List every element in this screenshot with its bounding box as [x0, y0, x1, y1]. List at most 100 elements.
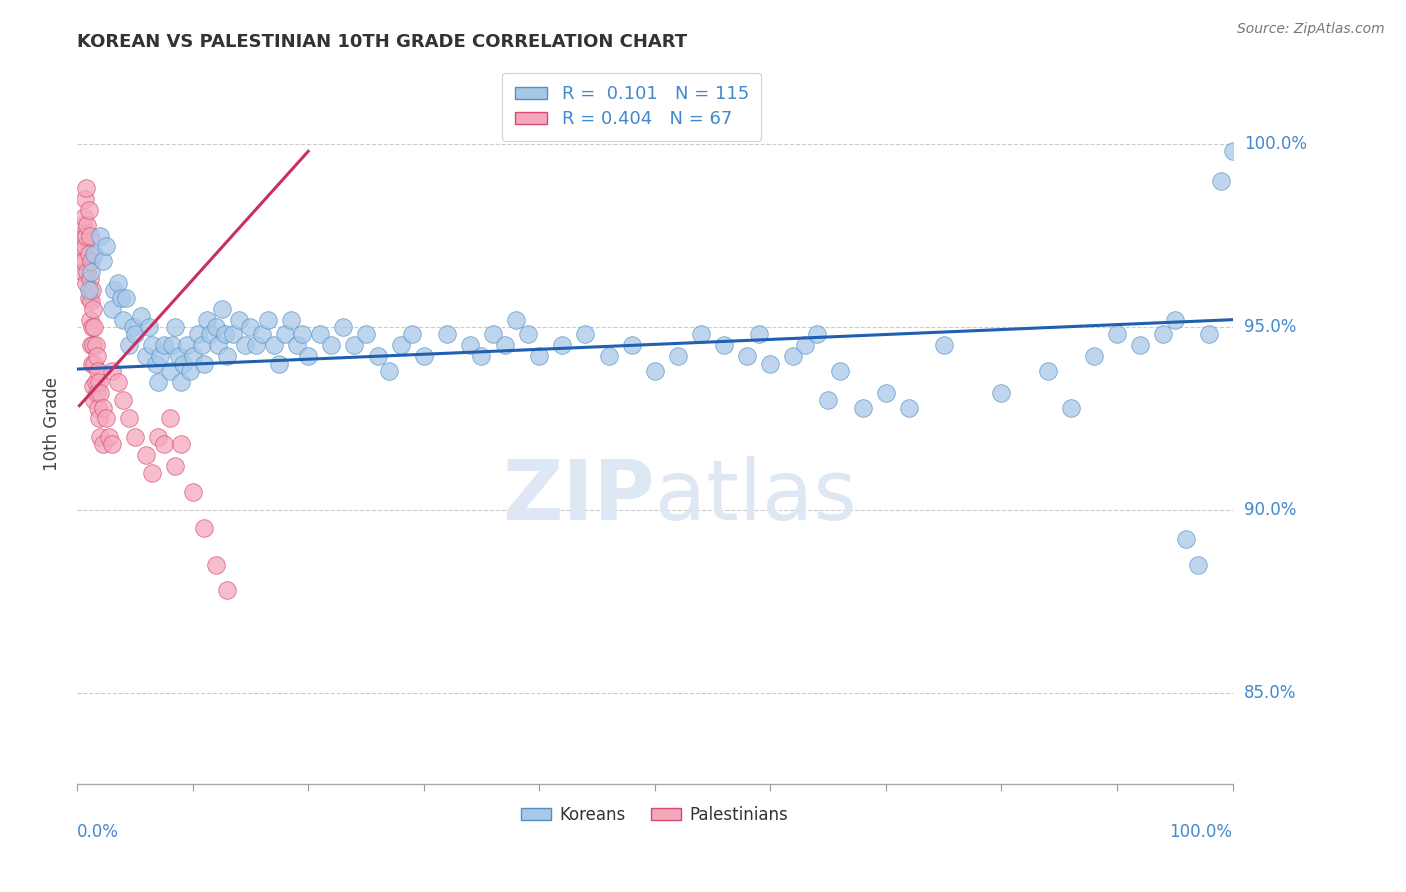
- Point: [852, 401, 875, 415]
- Point: [89, 385, 111, 400]
- Point: [782, 349, 804, 363]
- Point: [332, 320, 354, 334]
- Point: [87, 364, 110, 378]
- Point: [458, 338, 481, 352]
- Point: [1175, 533, 1198, 547]
- Text: KOREAN VS PALESTINIAN 10TH GRADE CORRELATION CHART: KOREAN VS PALESTINIAN 10TH GRADE CORRELA…: [77, 33, 688, 51]
- Point: [195, 312, 218, 326]
- Point: [77, 202, 100, 217]
- Point: [529, 349, 551, 363]
- Point: [274, 327, 297, 342]
- Point: [114, 291, 136, 305]
- Point: [551, 338, 574, 352]
- Point: [263, 338, 285, 352]
- Point: [735, 349, 758, 363]
- Point: [748, 327, 770, 342]
- Point: [152, 437, 174, 451]
- Point: [401, 327, 423, 342]
- Point: [1198, 327, 1220, 342]
- Point: [82, 378, 104, 392]
- Point: [297, 349, 319, 363]
- Point: [1083, 349, 1105, 363]
- Point: [321, 338, 343, 352]
- Point: [118, 411, 141, 425]
- Point: [256, 312, 278, 326]
- Point: [75, 181, 97, 195]
- Point: [389, 338, 412, 352]
- Point: [94, 239, 117, 253]
- Point: [494, 338, 516, 352]
- Text: ZIP: ZIP: [502, 456, 655, 537]
- Point: [308, 327, 330, 342]
- Point: [79, 272, 101, 286]
- Point: [204, 558, 226, 572]
- Point: [100, 364, 122, 378]
- Point: [80, 254, 103, 268]
- Point: [86, 385, 108, 400]
- Point: [198, 327, 221, 342]
- Point: [152, 338, 174, 352]
- Point: [932, 338, 955, 352]
- Text: 90.0%: 90.0%: [1244, 501, 1296, 519]
- Point: [204, 320, 226, 334]
- Text: Source: ZipAtlas.com: Source: ZipAtlas.com: [1237, 22, 1385, 37]
- Point: [291, 327, 314, 342]
- Text: 100.0%: 100.0%: [1170, 823, 1233, 841]
- Point: [159, 411, 181, 425]
- Point: [100, 437, 122, 451]
- Point: [217, 349, 239, 363]
- Point: [1152, 327, 1174, 342]
- Point: [245, 338, 267, 352]
- Point: [75, 276, 97, 290]
- Point: [193, 357, 215, 371]
- Point: [107, 375, 129, 389]
- Point: [87, 375, 110, 389]
- Point: [83, 247, 105, 261]
- Point: [110, 291, 132, 305]
- Point: [77, 284, 100, 298]
- Point: [280, 312, 302, 326]
- Point: [77, 247, 100, 261]
- Point: [100, 301, 122, 316]
- Point: [82, 320, 104, 334]
- Point: [83, 320, 105, 334]
- Point: [72, 265, 94, 279]
- Point: [73, 254, 96, 268]
- Point: [794, 338, 817, 352]
- Point: [207, 338, 229, 352]
- Point: [82, 357, 104, 371]
- Point: [138, 320, 160, 334]
- Point: [354, 327, 377, 342]
- Point: [193, 521, 215, 535]
- Point: [574, 327, 596, 342]
- Point: [179, 364, 201, 378]
- Point: [145, 357, 167, 371]
- Point: [470, 349, 492, 363]
- Point: [118, 338, 141, 352]
- Point: [505, 312, 527, 326]
- Point: [94, 411, 117, 425]
- Point: [83, 393, 105, 408]
- Y-axis label: 10th Grade: 10th Grade: [44, 377, 60, 471]
- Point: [72, 218, 94, 232]
- Point: [1187, 558, 1209, 572]
- Point: [98, 430, 121, 444]
- Point: [806, 327, 828, 342]
- Point: [75, 239, 97, 253]
- Text: 95.0%: 95.0%: [1244, 318, 1296, 336]
- Point: [67, 254, 90, 268]
- Point: [620, 338, 643, 352]
- Point: [87, 411, 110, 425]
- Point: [107, 276, 129, 290]
- Point: [516, 327, 538, 342]
- Point: [181, 349, 204, 363]
- Point: [436, 327, 458, 342]
- Point: [817, 393, 839, 408]
- Point: [76, 218, 98, 232]
- Point: [103, 284, 125, 298]
- Point: [91, 437, 114, 451]
- Point: [165, 458, 187, 473]
- Text: 100.0%: 100.0%: [1244, 135, 1306, 153]
- Point: [228, 312, 250, 326]
- Point: [170, 437, 193, 451]
